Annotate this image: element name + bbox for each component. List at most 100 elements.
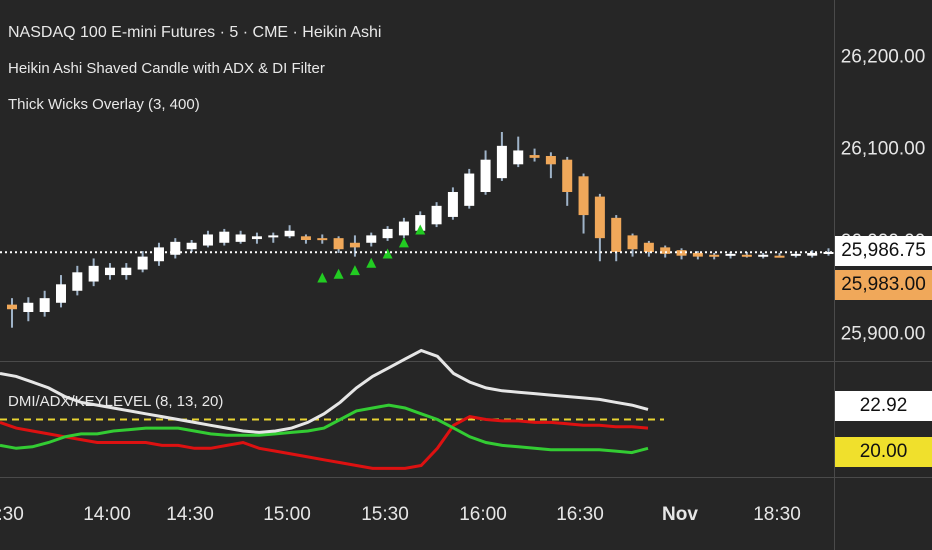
candle [709, 252, 720, 260]
candle [186, 240, 197, 252]
candle-body [170, 241, 181, 255]
candle-body [23, 302, 34, 312]
time-tick-label: 14:00 [83, 504, 131, 525]
candle [55, 275, 66, 308]
indicator-legend-1[interactable]: Heikin Ashi Shaved Candle with ADX & DI … [8, 60, 325, 77]
candle [349, 235, 360, 257]
time-tick-label: 14:30 [166, 504, 214, 525]
adx-value-tag: 22.92 [835, 391, 932, 421]
candle-body [137, 256, 148, 270]
buy-signal-marker [382, 248, 393, 259]
candle-body [317, 238, 328, 241]
time-tick-label: 16:00 [459, 504, 507, 525]
signal-markers [317, 224, 426, 283]
candle [23, 297, 34, 322]
price-tick-label: 25,900.00 [841, 323, 926, 344]
candle-body [709, 254, 720, 257]
candle [300, 234, 311, 244]
time-tick-label: Nov [662, 504, 698, 525]
candle-body [692, 252, 703, 257]
buy-signal-marker [415, 224, 426, 235]
candle-body [39, 298, 50, 312]
candle-body [447, 192, 458, 217]
candle-body [349, 242, 360, 248]
candle-body [333, 238, 344, 250]
candle-body [251, 236, 262, 240]
candle-body [496, 145, 507, 179]
candle-body [611, 217, 622, 252]
candle [627, 233, 638, 257]
candle-body [660, 247, 671, 254]
candle-body [594, 196, 605, 239]
candle-body [398, 221, 409, 236]
candle-body [790, 253, 801, 256]
candle [464, 168, 475, 209]
candle-body [578, 176, 589, 216]
candle-body [121, 267, 132, 276]
candle [219, 228, 230, 246]
candle-body [741, 254, 752, 257]
buy-signal-marker [317, 272, 328, 283]
candle-body [55, 284, 66, 303]
candle [366, 232, 377, 247]
candle [611, 215, 622, 262]
candle [545, 152, 556, 179]
candle-body [415, 215, 426, 231]
candle [529, 148, 540, 162]
candle-body [823, 252, 834, 254]
candle-body [300, 236, 311, 240]
candle-body [513, 150, 524, 165]
candle [170, 238, 181, 259]
buy-signal-marker [349, 265, 360, 276]
candle-body [431, 205, 442, 225]
candle [496, 132, 507, 181]
candle-body [562, 159, 573, 192]
time-tick-label: 18:30 [753, 504, 801, 525]
candle [807, 250, 818, 258]
candle [317, 234, 328, 244]
candle-body [382, 228, 393, 239]
time-tick-label: 15:00 [263, 504, 311, 525]
candle [104, 263, 115, 280]
candle-body [72, 272, 83, 291]
candle-body [186, 242, 197, 250]
candle [202, 230, 213, 248]
candle-body [88, 265, 99, 282]
candle-body [464, 173, 475, 206]
candle [153, 242, 164, 266]
candle-body [104, 267, 115, 276]
dmi-legend[interactable]: DMI/ADX/KEYLEVEL (8, 13, 20) [8, 393, 224, 410]
candle [88, 258, 99, 287]
candle [823, 248, 834, 256]
candle-body [219, 231, 230, 243]
key-level-value-tag: 20.00 [835, 437, 932, 467]
candle [268, 232, 279, 243]
candle [562, 156, 573, 206]
candle [398, 217, 409, 239]
candle-body [643, 242, 654, 252]
candle-body [153, 247, 164, 262]
price-tick-label: 26,200.00 [841, 46, 926, 67]
buy-signal-marker [366, 257, 377, 268]
candle-body [480, 159, 491, 192]
candle [235, 230, 246, 244]
candle [251, 232, 262, 244]
candle-body [774, 255, 785, 258]
candle [513, 136, 524, 168]
candle [643, 240, 654, 257]
candle [382, 226, 393, 241]
candle-body [807, 252, 818, 256]
candle [447, 187, 458, 220]
buy-signal-marker [333, 268, 344, 279]
candle [284, 225, 295, 239]
candle-body [268, 235, 279, 238]
candle [39, 290, 50, 317]
candle [758, 252, 769, 259]
candle [480, 150, 491, 195]
candle [72, 265, 83, 296]
candle [121, 263, 132, 280]
di-minus-line [0, 415, 649, 470]
candle-body [529, 155, 540, 158]
indicator-legend-2[interactable]: Thick Wicks Overlay (3, 400) [8, 96, 200, 113]
